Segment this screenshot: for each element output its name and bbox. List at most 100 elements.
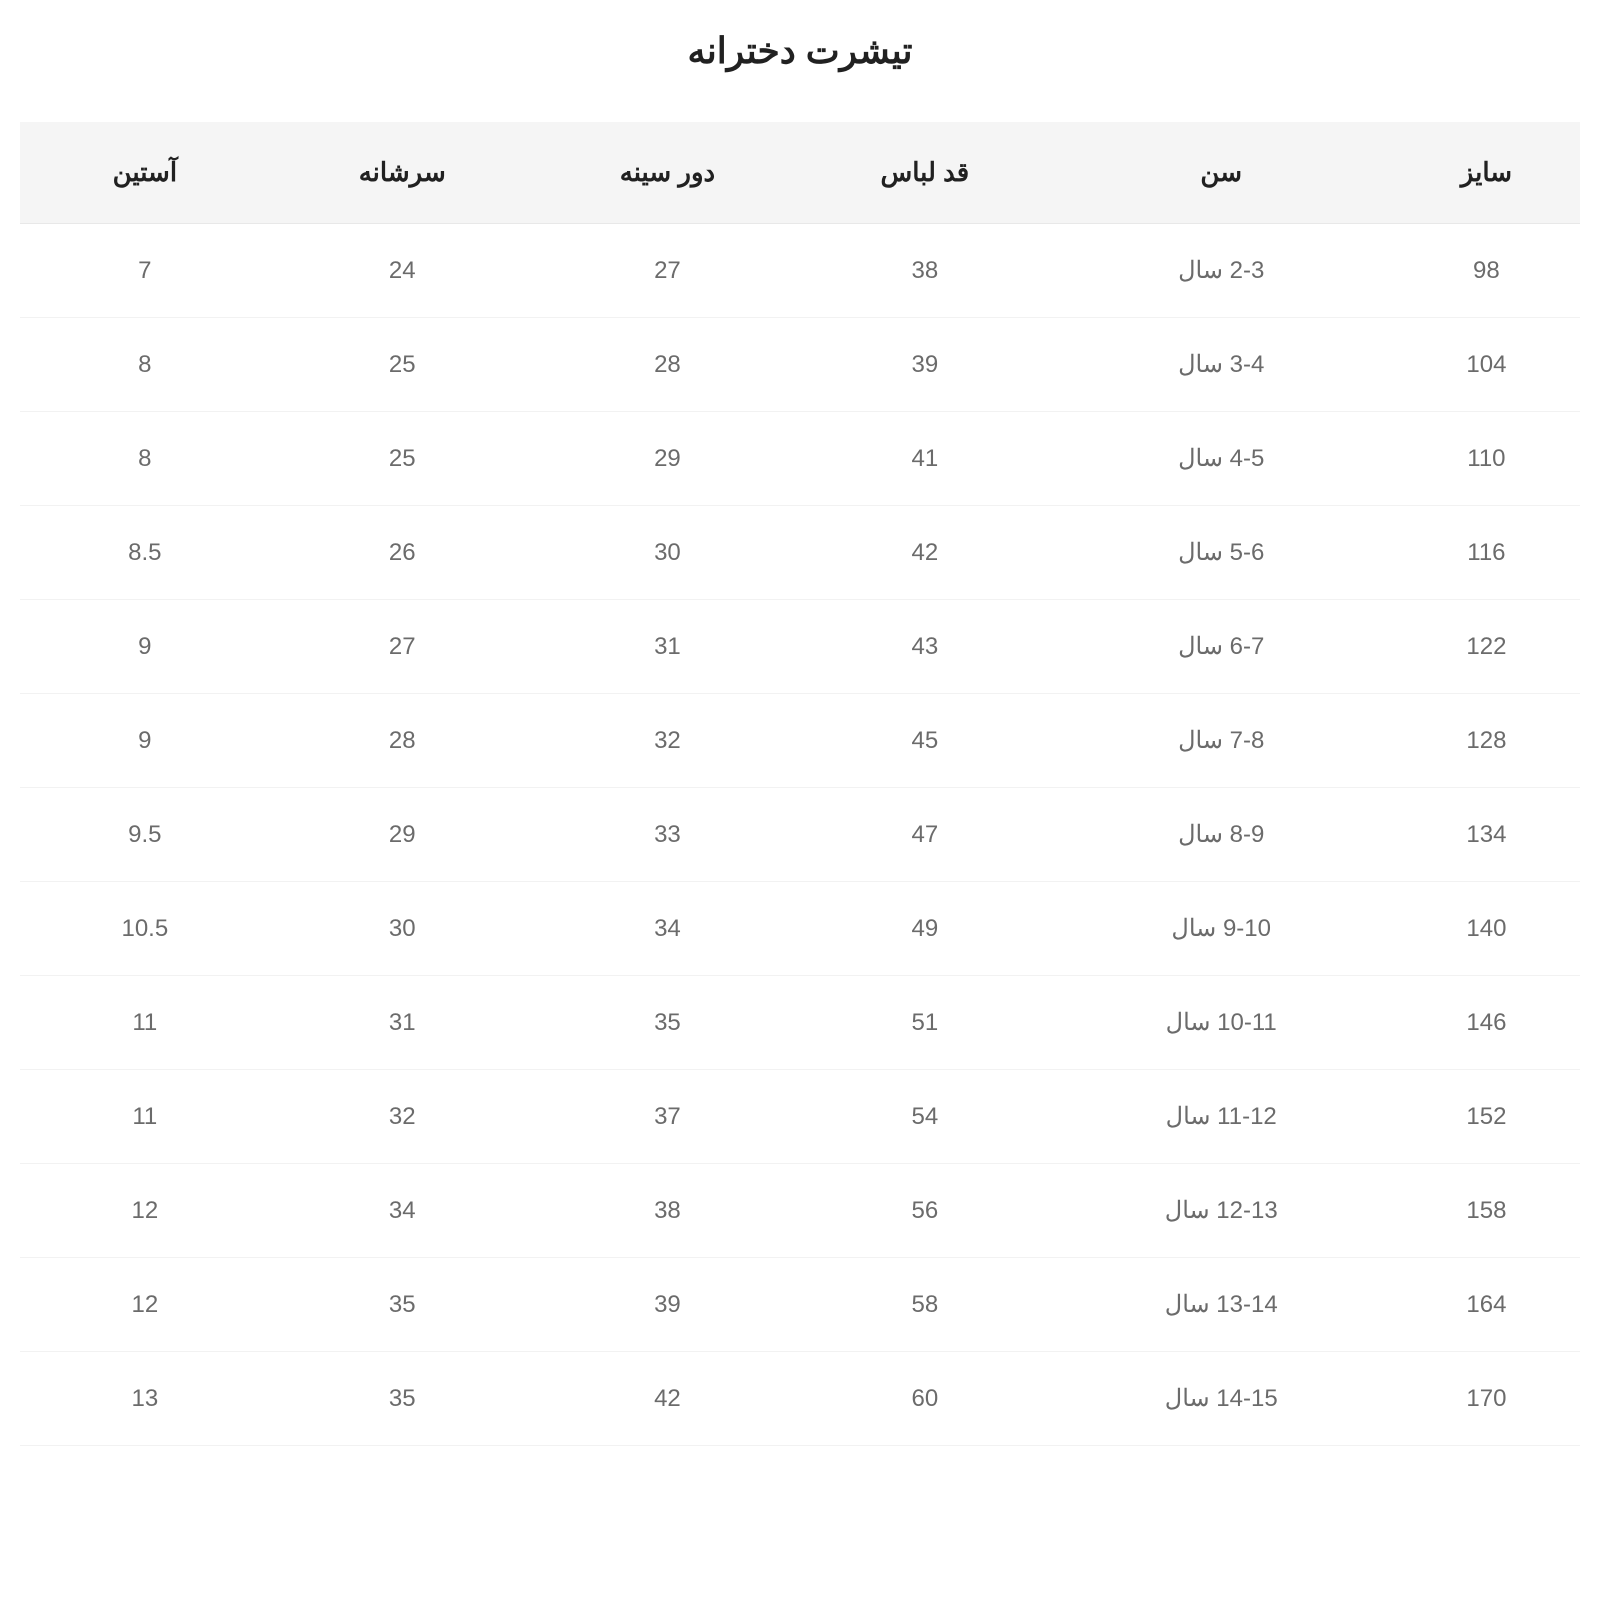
table-cell: 35: [270, 1352, 535, 1446]
table-cell: 104: [1393, 318, 1580, 412]
table-row: 1165-6 سال4230268.5: [20, 506, 1580, 600]
table-cell: 28: [270, 694, 535, 788]
table-cell: 12: [20, 1258, 270, 1352]
table-cell: 8-9 سال: [1050, 788, 1393, 882]
table-cell: 122: [1393, 600, 1580, 694]
table-cell: 10.5: [20, 882, 270, 976]
table-row: 15812-13 سال56383412: [20, 1164, 1580, 1258]
col-header-chest: دور سینه: [535, 122, 800, 224]
page-title: تیشرت دخترانه: [20, 30, 1580, 72]
table-cell: 11-12 سال: [1050, 1070, 1393, 1164]
table-cell: 30: [270, 882, 535, 976]
table-cell: 37: [535, 1070, 800, 1164]
table-cell: 27: [270, 600, 535, 694]
table-cell: 5-6 سال: [1050, 506, 1393, 600]
table-cell: 34: [270, 1164, 535, 1258]
table-cell: 6-7 سال: [1050, 600, 1393, 694]
table-cell: 34: [535, 882, 800, 976]
table-cell: 98: [1393, 224, 1580, 318]
table-cell: 47: [800, 788, 1050, 882]
table-cell: 152: [1393, 1070, 1580, 1164]
table-cell: 134: [1393, 788, 1580, 882]
table-cell: 9.5: [20, 788, 270, 882]
table-cell: 8: [20, 412, 270, 506]
table-body: 982-3 سال38272471043-4 سال39282581104-5 …: [20, 224, 1580, 1446]
table-cell: 11: [20, 976, 270, 1070]
table-cell: 128: [1393, 694, 1580, 788]
table-cell: 31: [535, 600, 800, 694]
table-cell: 14-15 سال: [1050, 1352, 1393, 1446]
table-cell: 11: [20, 1070, 270, 1164]
table-cell: 9-10 سال: [1050, 882, 1393, 976]
table-row: 15211-12 سال54373211: [20, 1070, 1580, 1164]
table-cell: 32: [535, 694, 800, 788]
table-cell: 25: [270, 412, 535, 506]
table-cell: 116: [1393, 506, 1580, 600]
table-cell: 42: [800, 506, 1050, 600]
table-cell: 39: [535, 1258, 800, 1352]
table-cell: 30: [535, 506, 800, 600]
table-row: 1409-10 سال49343010.5: [20, 882, 1580, 976]
table-header-row: سایز سن قد لباس دور سینه سرشانه آستین: [20, 122, 1580, 224]
table-cell: 42: [535, 1352, 800, 1446]
table-cell: 27: [535, 224, 800, 318]
table-cell: 39: [800, 318, 1050, 412]
table-cell: 12-13 سال: [1050, 1164, 1393, 1258]
table-cell: 4-5 سال: [1050, 412, 1393, 506]
table-cell: 13: [20, 1352, 270, 1446]
table-cell: 45: [800, 694, 1050, 788]
table-cell: 60: [800, 1352, 1050, 1446]
table-cell: 24: [270, 224, 535, 318]
table-cell: 28: [535, 318, 800, 412]
table-cell: 7: [20, 224, 270, 318]
table-cell: 32: [270, 1070, 535, 1164]
table-cell: 35: [535, 976, 800, 1070]
table-cell: 38: [800, 224, 1050, 318]
table-cell: 38: [535, 1164, 800, 1258]
table-row: 14610-11 سال51353111: [20, 976, 1580, 1070]
table-cell: 110: [1393, 412, 1580, 506]
table-cell: 56: [800, 1164, 1050, 1258]
table-cell: 140: [1393, 882, 1580, 976]
table-cell: 3-4 سال: [1050, 318, 1393, 412]
table-row: 1104-5 سال4129258: [20, 412, 1580, 506]
table-cell: 49: [800, 882, 1050, 976]
table-cell: 35: [270, 1258, 535, 1352]
col-header-sleeve: آستین: [20, 122, 270, 224]
table-cell: 10-11 سال: [1050, 976, 1393, 1070]
table-cell: 9: [20, 600, 270, 694]
table-row: 982-3 سال3827247: [20, 224, 1580, 318]
table-cell: 25: [270, 318, 535, 412]
table-cell: 41: [800, 412, 1050, 506]
table-cell: 170: [1393, 1352, 1580, 1446]
table-row: 1348-9 سال4733299.5: [20, 788, 1580, 882]
table-cell: 29: [535, 412, 800, 506]
table-row: 16413-14 سال58393512: [20, 1258, 1580, 1352]
table-cell: 31: [270, 976, 535, 1070]
table-cell: 13-14 سال: [1050, 1258, 1393, 1352]
table-cell: 9: [20, 694, 270, 788]
table-cell: 158: [1393, 1164, 1580, 1258]
table-cell: 8: [20, 318, 270, 412]
table-cell: 54: [800, 1070, 1050, 1164]
table-row: 1287-8 سال4532289: [20, 694, 1580, 788]
table-cell: 51: [800, 976, 1050, 1070]
col-header-age: سن: [1050, 122, 1393, 224]
table-cell: 58: [800, 1258, 1050, 1352]
table-row: 1043-4 سال3928258: [20, 318, 1580, 412]
col-header-shoulder: سرشانه: [270, 122, 535, 224]
table-cell: 29: [270, 788, 535, 882]
table-cell: 43: [800, 600, 1050, 694]
table-cell: 2-3 سال: [1050, 224, 1393, 318]
table-cell: 164: [1393, 1258, 1580, 1352]
table-row: 17014-15 سال60423513: [20, 1352, 1580, 1446]
table-row: 1226-7 سال4331279: [20, 600, 1580, 694]
table-cell: 146: [1393, 976, 1580, 1070]
table-cell: 12: [20, 1164, 270, 1258]
table-cell: 8.5: [20, 506, 270, 600]
table-cell: 26: [270, 506, 535, 600]
table-cell: 7-8 سال: [1050, 694, 1393, 788]
col-header-size: سایز: [1393, 122, 1580, 224]
col-header-length: قد لباس: [800, 122, 1050, 224]
size-chart-table: سایز سن قد لباس دور سینه سرشانه آستین 98…: [20, 122, 1580, 1446]
